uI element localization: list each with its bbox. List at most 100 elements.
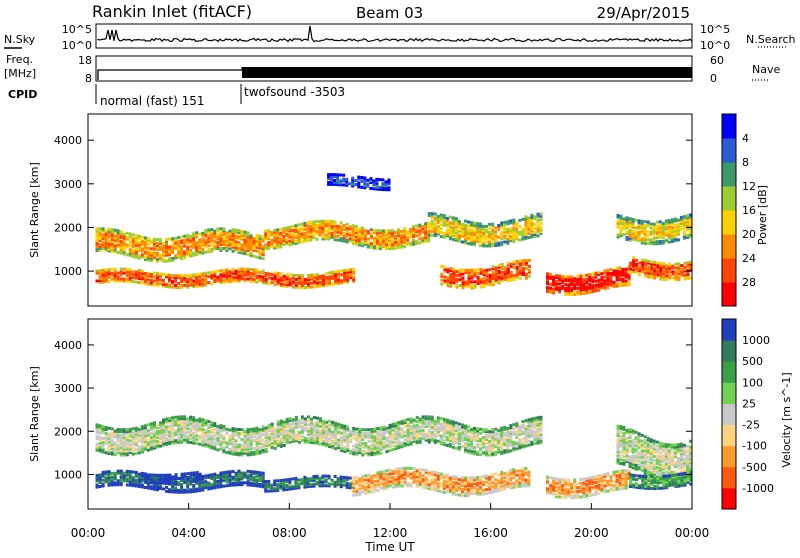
heatmap-cell <box>210 483 213 486</box>
heatmap-cell <box>470 221 473 224</box>
heatmap-cell <box>653 223 656 226</box>
heatmap-cell <box>105 230 108 233</box>
heatmap-cell <box>99 436 102 439</box>
heatmap-cell <box>295 416 298 419</box>
heatmap-cell <box>616 267 619 270</box>
heatmap-cell <box>419 418 422 421</box>
nave-label: Nave <box>752 63 780 76</box>
heatmap-cell <box>500 442 503 445</box>
heatmap-cell <box>372 180 375 183</box>
heatmap-cell <box>680 216 683 219</box>
heatmap-cell <box>479 223 482 226</box>
heatmap-cell <box>437 225 440 228</box>
heatmap-cell <box>477 276 480 279</box>
heatmap-cell <box>129 233 132 236</box>
heatmap-cell <box>135 248 138 251</box>
heatmap-cell <box>687 261 690 264</box>
heatmap-cell <box>247 470 250 473</box>
heatmap-cell <box>340 436 343 439</box>
heatmap-cell <box>183 235 186 238</box>
heatmap-cell <box>156 440 159 443</box>
heatmap-cell <box>376 247 379 250</box>
heatmap-cell <box>235 229 238 232</box>
heatmap-cell <box>225 484 228 487</box>
heatmap-cell <box>165 283 168 286</box>
heatmap-cell <box>147 423 150 426</box>
heatmap-cell <box>153 276 156 279</box>
heatmap-cell <box>421 225 424 228</box>
station-title: Rankin Inlet (fitACF) <box>92 2 252 21</box>
heatmap-cell <box>111 278 114 281</box>
heatmap-cell <box>198 233 201 236</box>
heatmap-cell <box>183 439 186 442</box>
heatmap-cell <box>201 248 204 251</box>
heatmap-cell <box>201 444 204 447</box>
heatmap-cell <box>138 255 141 258</box>
heatmap-cell <box>244 472 247 475</box>
heatmap-cell <box>440 231 443 234</box>
heatmap-cell <box>325 421 328 424</box>
heatmap-cell <box>488 223 491 226</box>
heatmap-cell <box>135 271 138 274</box>
heatmap-cell <box>458 220 461 223</box>
heatmap-cell <box>488 454 491 457</box>
heatmap-cell <box>507 268 510 271</box>
heatmap-cell <box>285 226 288 229</box>
heatmap-cell <box>132 270 135 273</box>
heatmap-cell <box>241 438 244 441</box>
heatmap-cell <box>392 429 395 432</box>
heatmap-cell <box>291 225 294 228</box>
heatmap-cell <box>507 262 510 265</box>
heatmap-cell <box>207 248 210 251</box>
heatmap-cell <box>262 472 265 475</box>
heatmap-cell <box>126 232 129 235</box>
heatmap-cell <box>117 251 120 254</box>
heatmap-cell <box>228 270 231 273</box>
heatmap-cell <box>207 482 210 485</box>
heatmap-cell <box>665 220 668 223</box>
heatmap-cell <box>286 273 289 276</box>
heatmap-cell <box>573 291 576 294</box>
heatmap-cell <box>222 227 225 230</box>
heatmap-cell <box>265 278 268 281</box>
heatmap-cell <box>479 443 482 446</box>
heatmap-cell <box>117 272 120 275</box>
heatmap-cell <box>156 430 159 433</box>
heatmap-cell <box>485 241 488 244</box>
heatmap-cell <box>477 272 480 275</box>
heatmap-cell <box>192 279 195 282</box>
heatmap-cell <box>192 232 195 235</box>
heatmap-cell <box>228 434 231 437</box>
heatmap-cell <box>132 476 135 479</box>
heatmap-cell <box>337 431 340 434</box>
nsearch-tick-bottom: 10^0 <box>700 39 730 52</box>
heatmap-cell <box>521 228 524 231</box>
colorbar-tick-label: 4 <box>742 132 749 145</box>
heatmap-cell <box>301 421 304 424</box>
heatmap-cell <box>156 238 159 241</box>
heatmap-cell <box>360 176 363 179</box>
heatmap-cell <box>503 432 506 435</box>
heatmap-cell <box>638 262 641 265</box>
heatmap-cell <box>313 234 316 237</box>
heatmap-cell <box>629 229 632 232</box>
heatmap-cell <box>316 428 319 431</box>
heatmap-cell <box>178 477 181 480</box>
heatmap-cell <box>207 275 210 278</box>
heatmap-cell <box>256 275 259 278</box>
heatmap-cell <box>549 273 552 276</box>
heatmap-cell <box>187 472 190 475</box>
heatmap-cell <box>279 232 282 235</box>
heatmap-cell <box>437 215 440 218</box>
heatmap-cell <box>413 424 416 427</box>
nave-tick-top: 60 <box>710 54 724 67</box>
heatmap-cell <box>337 225 340 228</box>
heatmap-cell <box>339 179 342 182</box>
heatmap-cell <box>150 485 153 488</box>
heatmap-cell <box>174 274 177 277</box>
heatmap-cell <box>292 418 295 421</box>
heatmap-cell <box>253 451 256 454</box>
heatmap-cell <box>617 214 620 217</box>
heatmap-cell <box>671 265 674 268</box>
heatmap-cell <box>349 225 352 228</box>
